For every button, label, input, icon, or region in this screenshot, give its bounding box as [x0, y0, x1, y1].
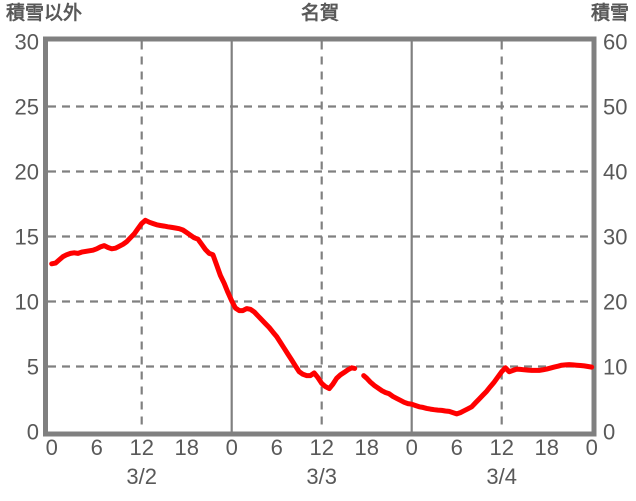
left-axis-tick-label: 15 — [15, 225, 39, 250]
x-axis-hour-label: 18 — [174, 435, 198, 460]
right-axis-tick-label: 30 — [603, 225, 627, 250]
x-axis-hour-label: 0 — [586, 435, 598, 460]
x-axis-hour-label: 12 — [129, 435, 153, 460]
right-axis-tick-label: 20 — [603, 290, 627, 315]
x-axis-hour-label: 12 — [489, 435, 513, 460]
left-axis-tick-label: 10 — [15, 290, 39, 315]
left-axis-tick-label: 30 — [15, 30, 39, 55]
x-axis-hour-label: 12 — [309, 435, 333, 460]
x-axis-hour-label: 0 — [226, 435, 238, 460]
x-axis-hour-label: 18 — [354, 435, 378, 460]
right-axis-title: 積雪 — [590, 3, 629, 24]
x-axis-hour-label: 18 — [534, 435, 558, 460]
left-axis-tick-label: 20 — [15, 160, 39, 185]
right-axis-tick-label: 40 — [603, 160, 627, 185]
x-axis-hour-label: 0 — [46, 435, 58, 460]
left-axis-title: 積雪以外 — [6, 3, 83, 24]
data-line-segment — [361, 362, 595, 417]
chart-title: 名賀 — [300, 3, 340, 24]
x-axis-hour-label: 6 — [91, 435, 103, 460]
plot-border — [43, 36, 597, 437]
x-axis-date-label: 3/2 — [126, 464, 157, 489]
left-axis-tick-label: 5 — [27, 355, 39, 380]
left-axis-tick-label: 0 — [27, 420, 39, 445]
x-axis-hour-label: 0 — [406, 435, 418, 460]
data-line-segment — [49, 217, 358, 392]
x-axis-date-label: 3/4 — [486, 464, 517, 489]
left-axis-tick-label: 25 — [15, 95, 39, 120]
right-axis-tick-label: 10 — [603, 355, 627, 380]
right-axis-tick-label: 0 — [603, 420, 615, 445]
x-axis-date-label: 3/3 — [306, 464, 337, 489]
x-axis-hour-label: 6 — [271, 435, 283, 460]
right-axis-tick-label: 60 — [603, 30, 627, 55]
right-axis-tick-label: 50 — [603, 95, 627, 120]
x-axis-hour-label: 6 — [451, 435, 463, 460]
